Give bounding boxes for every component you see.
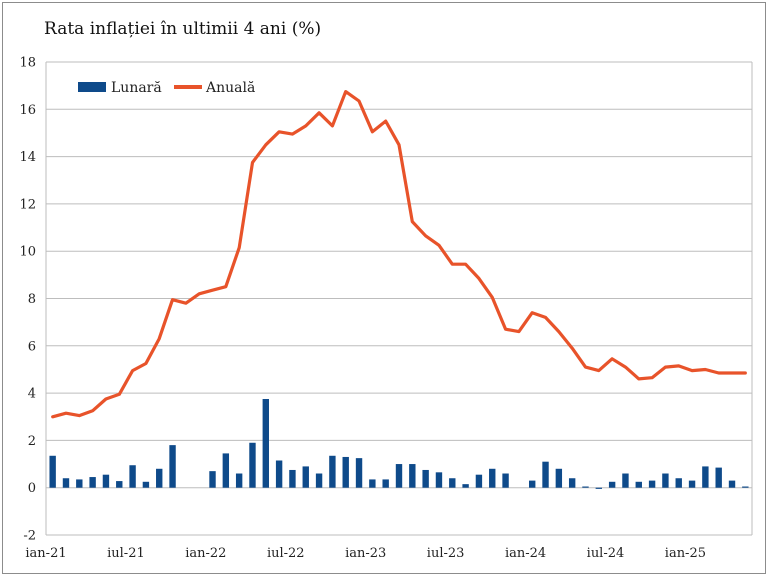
gridlines (45, 61, 753, 536)
bar-lunara (555, 468, 563, 488)
legend: Lunară Anuală (78, 80, 255, 96)
bar-lunara (315, 473, 323, 488)
bar-lunara (62, 478, 70, 488)
bar-lunara (648, 480, 656, 488)
y-tick-label: 18 (19, 56, 36, 71)
y-tick-label: 12 (19, 197, 36, 212)
y-tick-label: 2 (28, 434, 36, 449)
bar-lunara (568, 478, 576, 488)
bar-lunara (302, 466, 309, 488)
bar-lunara (435, 472, 443, 488)
bar-lunara (116, 481, 123, 488)
bar-lunara (355, 458, 363, 488)
bar-lunara (728, 480, 736, 488)
bar-lunara (529, 480, 536, 488)
bar-lunara (608, 481, 616, 488)
legend-label-anuala: Anuală (205, 80, 255, 96)
bar-lunara (49, 455, 56, 488)
line-anuala (51, 89, 747, 419)
y-tick-label: 8 (28, 292, 36, 307)
bar-lunara (156, 468, 163, 488)
y-tick-label: 4 (28, 387, 36, 402)
bar-lunara (129, 465, 136, 488)
bar-lunara (142, 481, 150, 488)
y-tick-label: 14 (19, 150, 36, 165)
bar-lunara (395, 464, 403, 488)
bar-lunara (275, 460, 283, 488)
bar-lunara (76, 479, 83, 488)
x-tick-label: iul-24 (587, 546, 625, 561)
bar-lunara (422, 469, 429, 488)
bar-lunara (688, 480, 696, 488)
x-tick-label: ian-21 (25, 546, 66, 561)
y-tick-label: 16 (19, 103, 36, 118)
x-tick-label: ian-22 (185, 546, 226, 561)
bar-lunara (622, 473, 629, 488)
bar-lunara (409, 464, 416, 488)
monthly-bars (49, 399, 749, 489)
annual-line (51, 89, 747, 419)
bar-lunara (475, 474, 483, 488)
bar-lunara (462, 484, 469, 488)
bar-lunara (662, 473, 669, 488)
bar-lunara (489, 468, 496, 488)
x-tick-label: iul-22 (267, 546, 305, 561)
bar-lunara (715, 467, 722, 488)
bar-lunara (222, 453, 230, 488)
bar-lunara (595, 487, 603, 489)
x-tick-label: ian-25 (665, 546, 706, 561)
bar-lunara (289, 469, 296, 488)
bar-lunara (235, 473, 243, 488)
x-axis-ticks: ian-21 iul-21 ian-22 iul-22 ian-23 iul-23 ian-… (25, 546, 706, 561)
bar-lunara (369, 479, 376, 488)
bar-lunara (102, 474, 110, 488)
x-tick-label: ian-24 (505, 546, 546, 561)
bar-lunara (675, 478, 682, 488)
bar-lunara (329, 455, 336, 488)
bar-lunara (502, 473, 509, 488)
bar-lunara (262, 399, 269, 488)
chart-title: Rata inflației în ultimii 4 ani (%) (44, 19, 322, 39)
bar-lunara (742, 486, 749, 488)
bar-lunara (382, 479, 389, 488)
bar-lunara (169, 445, 176, 488)
x-tick-label: iul-21 (107, 546, 145, 561)
legend-label-lunara: Lunară (111, 80, 162, 96)
bar-lunara (702, 466, 709, 488)
bar-lunara (635, 481, 642, 488)
bar-lunara (89, 477, 96, 488)
legend-swatch-lunara (78, 82, 106, 92)
y-tick-label: 10 (19, 245, 36, 260)
bar-lunara (582, 486, 589, 488)
bar-lunara (449, 478, 456, 488)
bar-lunara (209, 471, 216, 488)
y-tick-label: 0 (28, 481, 36, 496)
y-tick-label: 6 (28, 339, 36, 354)
bar-lunara (542, 461, 549, 488)
x-tick-label: ian-23 (345, 546, 386, 561)
x-tick-label: iul-23 (427, 546, 465, 561)
bar-lunara (342, 456, 349, 488)
y-axis-ticks: -2 0 2 4 6 8 10 12 14 16 18 (19, 56, 36, 544)
y-tick-label: -2 (23, 529, 36, 544)
bar-lunara (249, 442, 256, 488)
